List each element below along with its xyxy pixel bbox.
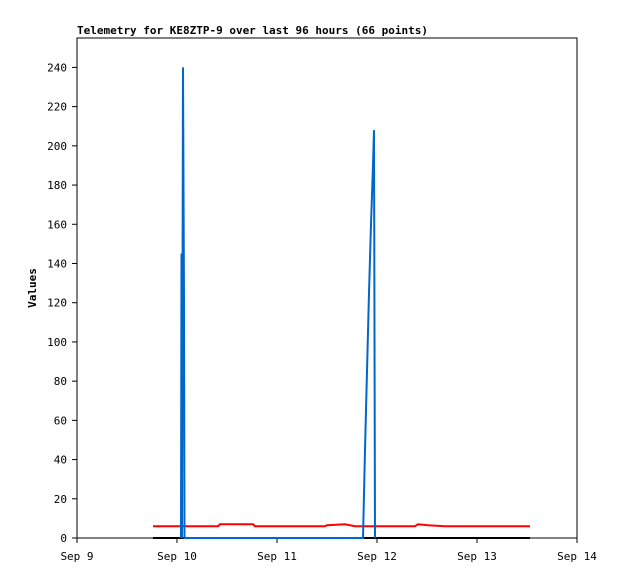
- y-tick-label: 120: [47, 297, 67, 310]
- y-tick-label: 160: [47, 218, 67, 231]
- x-tick-label: Sep 12: [357, 550, 397, 563]
- y-tick-label: 240: [47, 61, 67, 74]
- y-tick-label: 20: [54, 493, 67, 506]
- y-tick-label: 60: [54, 414, 67, 427]
- y-tick-label: 140: [47, 257, 67, 270]
- x-tick-label: Sep 11: [257, 550, 297, 563]
- x-tick-label: Sep 10: [157, 550, 197, 563]
- y-tick-label: 180: [47, 179, 67, 192]
- x-tick-label: Sep 14: [557, 550, 597, 563]
- y-tick-label: 220: [47, 101, 67, 114]
- y-tick-label: 40: [54, 454, 67, 467]
- x-tick-label: Sep 13: [457, 550, 497, 563]
- y-tick-label: 0: [60, 532, 67, 545]
- y-tick-label: 80: [54, 375, 67, 388]
- y-tick-label: 200: [47, 140, 67, 153]
- series-line: [180, 67, 376, 539]
- y-axis-label: Values: [26, 268, 39, 308]
- y-tick-label: 100: [47, 336, 67, 349]
- chart-title: Telemetry for KE8ZTP-9 over last 96 hour…: [77, 24, 428, 37]
- x-tick-label: Sep 9: [60, 550, 93, 563]
- series-line: [153, 523, 530, 528]
